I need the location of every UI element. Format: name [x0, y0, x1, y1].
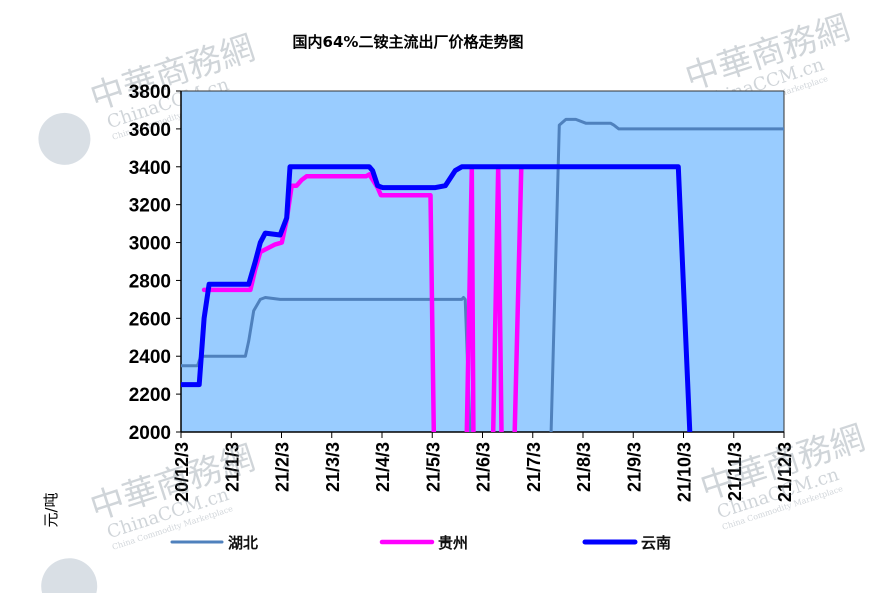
x-tick-label: 21/11/3 — [725, 442, 745, 501]
x-tick-label: 21/3/3 — [323, 442, 343, 492]
x-tick-label: 21/1/3 — [222, 442, 242, 492]
series-line-3 — [181, 164, 693, 432]
y-tick-label: 3800 — [129, 82, 171, 103]
x-tick-label: 21/2/3 — [273, 442, 293, 492]
legend-item: 湖北 — [170, 534, 258, 552]
x-tick-label: 21/4/3 — [373, 442, 393, 492]
legend-item: 贵州 — [379, 534, 468, 552]
globe-icon — [41, 558, 98, 593]
x-tick-label: 21/9/3 — [624, 442, 644, 492]
x-tick-label: 21/8/3 — [574, 442, 594, 492]
y-tick-label: 3400 — [129, 158, 171, 179]
plot-area — [181, 91, 784, 432]
x-ticks: 20/12/3 21/1/3 21/2/3 21/3/3 21/4/3 21/5/3 21/… — [172, 432, 795, 502]
legend-label: 贵州 — [438, 534, 468, 552]
y-axis-label: 元/吨 — [42, 492, 60, 527]
chart-title: 国内64%二铵主流出厂价格走势图 — [293, 33, 524, 51]
y-tick-label: 3600 — [129, 120, 171, 141]
x-tick-label: 21/7/3 — [524, 442, 544, 492]
x-tick-label: 21/12/3 — [775, 442, 795, 502]
y-tick-label: 3000 — [129, 234, 171, 255]
legend: 湖北 贵州 云南 — [170, 534, 671, 552]
series-layer — [181, 117, 784, 432]
watermark-bottom-right: 中華商務網 ChinaCCM.cn China Commodity Market… — [695, 418, 869, 532]
series-line-1 — [181, 296, 472, 432]
y-tick-label: 2000 — [129, 423, 171, 444]
legend-item: 云南 — [582, 534, 671, 552]
y-tick-label: 2200 — [129, 385, 171, 406]
x-tick-label: 21/5/3 — [423, 442, 443, 492]
legend-label: 云南 — [641, 534, 671, 552]
series-line-1 — [549, 117, 784, 432]
y-tick-label: 3200 — [129, 196, 171, 217]
y-ticks: 2000 2200 2400 2600 2800 3000 3200 3400 3600 3800 — [129, 82, 181, 444]
legend-label: 湖北 — [228, 534, 258, 552]
x-tick-label: 20/12/3 — [172, 442, 192, 502]
y-tick-label: 2600 — [129, 309, 171, 330]
y-tick-label: 2800 — [129, 271, 171, 292]
x-tick-label: 21/10/3 — [675, 442, 695, 502]
y-tick-label: 2400 — [129, 347, 171, 368]
x-tick-label: 21/6/3 — [474, 442, 494, 492]
globe-icon — [38, 112, 91, 165]
